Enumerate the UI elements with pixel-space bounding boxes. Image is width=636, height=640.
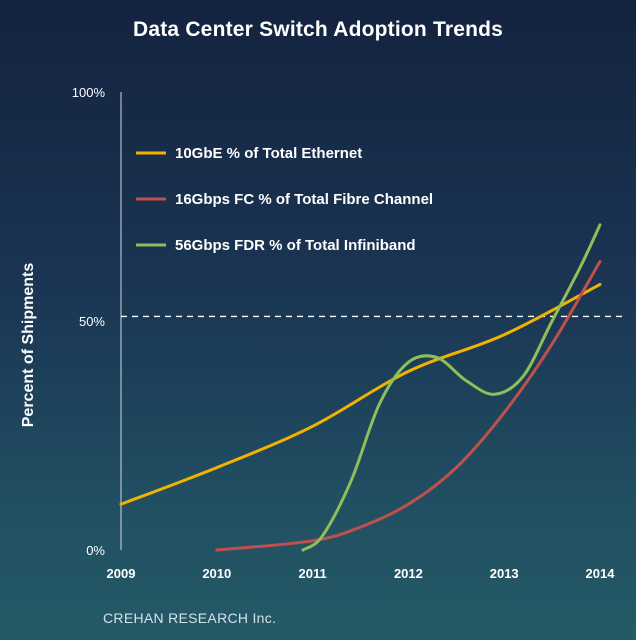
legend-item-16gbps-fc: 16Gbps FC % of Total Fibre Channel <box>175 191 433 208</box>
x-tick-label: 2011 <box>298 566 326 581</box>
legend-item-56gbps-fdr: 56Gbps FDR % of Total Infiniband <box>175 237 416 254</box>
x-tick-label: 2014 <box>586 566 616 581</box>
x-tick-label: 2013 <box>490 566 519 581</box>
legend-item-10gbe: 10GbE % of Total Ethernet <box>175 145 362 162</box>
x-tick-label: 2012 <box>394 566 423 581</box>
series-line-10gbe <box>119 282 602 506</box>
y-axis-label: Percent of Shipments <box>20 263 37 428</box>
source-credit: CREHAN RESEARCH Inc. <box>103 610 277 626</box>
y-tick-label: 0% <box>86 543 105 558</box>
x-tick-label: 2009 <box>107 566 136 581</box>
x-tick-label: 2010 <box>202 566 231 581</box>
series-line-16gbps-fc <box>215 260 602 552</box>
y-tick-label: 100% <box>72 85 106 100</box>
chart-title: Data Center Switch Adoption Trends <box>132 18 504 41</box>
y-tick-label: 50% <box>79 314 105 329</box>
series-line-56gbps-fdr <box>301 223 602 552</box>
